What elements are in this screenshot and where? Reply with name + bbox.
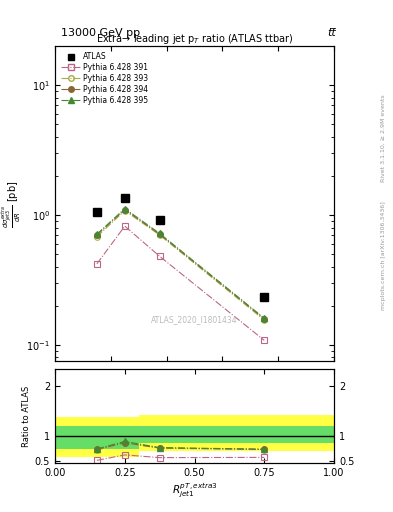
- Text: ATLAS_2020_I1801434: ATLAS_2020_I1801434: [151, 315, 238, 325]
- Title: Extra→ leading jet p$_T$ ratio (ATLAS ttbar): Extra→ leading jet p$_T$ ratio (ATLAS tt…: [95, 32, 294, 46]
- Text: tt̅: tt̅: [327, 28, 336, 38]
- Text: 13000 GeV pp: 13000 GeV pp: [61, 28, 140, 38]
- Text: Rivet 3.1.10, ≥ 2.9M events: Rivet 3.1.10, ≥ 2.9M events: [381, 94, 386, 182]
- Y-axis label: Ratio to ATLAS: Ratio to ATLAS: [22, 386, 31, 446]
- Text: $\frac{d\sigma_{jet3}^{extra}}{dR}$ [pb]: $\frac{d\sigma_{jet3}^{extra}}{dR}$ [pb]: [0, 181, 23, 228]
- Legend: ATLAS, Pythia 6.428 391, Pythia 6.428 393, Pythia 6.428 394, Pythia 6.428 395: ATLAS, Pythia 6.428 391, Pythia 6.428 39…: [59, 50, 151, 107]
- X-axis label: $R_{jet1}^{pT,extra3}$: $R_{jet1}^{pT,extra3}$: [172, 481, 217, 500]
- Text: mcplots.cern.ch [arXiv:1306.3436]: mcplots.cern.ch [arXiv:1306.3436]: [381, 202, 386, 310]
